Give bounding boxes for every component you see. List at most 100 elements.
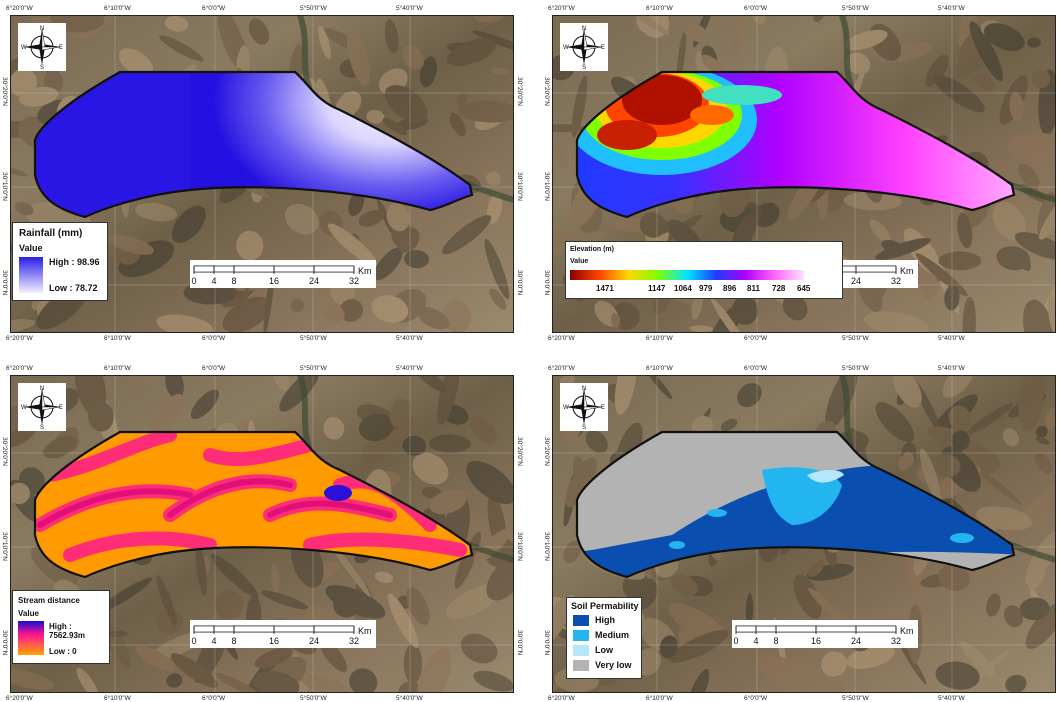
legend-value-label: Value <box>19 243 43 253</box>
longitude-label: 6°0'0"W <box>202 5 226 12</box>
scale-unit-label: Km <box>358 266 372 276</box>
compass-e-label: E <box>601 45 605 51</box>
longitude-label: 5°40'0"W <box>938 5 965 12</box>
compass-e-label: E <box>601 405 605 411</box>
latitude-label: 30°10'0"N <box>543 532 550 561</box>
study-area-boundary <box>33 70 474 219</box>
longitude-label: 5°40'0"W <box>396 695 423 702</box>
longitude-label: 5°40'0"W <box>938 695 965 702</box>
scale-tick-label: 24 <box>309 276 319 286</box>
compass-rose-icon: N S E W <box>21 386 63 431</box>
compass-s-label: S <box>582 65 586 71</box>
latitude-label: 30°10'0"N <box>516 532 523 561</box>
legend-high-label: High : 7562.93m <box>49 622 86 640</box>
soil-class-label: Very low <box>595 660 632 670</box>
scale-tick-label: 32 <box>349 276 359 286</box>
compass-w-label: W <box>21 45 27 51</box>
latitude-label: 30°0'0"N <box>1 630 8 656</box>
scale-tick-label: 8 <box>231 636 236 646</box>
longitude-label: 6°20'0"W <box>548 365 575 372</box>
latitude-label: 30°0'0"N <box>543 270 550 296</box>
stream-color-ramp <box>18 621 44 655</box>
scale-tick-label: 8 <box>773 636 778 646</box>
latitude-label: 30°10'0"N <box>516 172 523 201</box>
compass-w-label: W <box>21 405 27 411</box>
legend-title: Rainfall (mm) <box>19 228 83 239</box>
latitude-label: 30°0'0"N <box>516 630 523 656</box>
soil-class-swatch <box>573 660 589 671</box>
scale-tick-label: 16 <box>269 636 279 646</box>
latitude-label: 30°20'0"N <box>1 77 8 106</box>
longitude-label: 6°20'0"W <box>6 365 33 372</box>
scale-unit-label: Km <box>900 626 914 636</box>
legend-title: Stream distance <box>18 596 80 605</box>
legend-title: Elevation (m) <box>570 246 614 253</box>
longitude-label: 5°50'0"W <box>300 365 327 372</box>
elevation-tick-label: 1147 <box>648 284 666 293</box>
scale-tick-label: 16 <box>269 276 279 286</box>
latitude-label: 30°10'0"N <box>1 532 8 561</box>
compass-rose-icon: N S E W <box>21 26 63 71</box>
elevation-color-ramp <box>570 270 804 280</box>
study-area-boundary <box>575 70 1016 219</box>
compass-s-label: S <box>40 65 44 71</box>
scale-tick-label: 32 <box>349 636 359 646</box>
compass-w-label: W <box>563 405 569 411</box>
scale-tick-label: 4 <box>211 276 216 286</box>
longitude-label: 6°20'0"W <box>548 695 575 702</box>
soil-class-swatch <box>573 630 589 641</box>
latitude-label: 30°0'0"N <box>516 270 523 296</box>
longitude-label: 6°0'0"W <box>744 335 768 342</box>
legend-low-label: Low : 78.72 <box>49 283 98 293</box>
latitude-label: 30°0'0"N <box>1 270 8 296</box>
legend-title: Soil Permability <box>571 601 639 611</box>
scale-tick-label: 24 <box>851 276 861 286</box>
scale-tick-label: 16 <box>811 636 821 646</box>
scale-tick-label: 32 <box>891 636 901 646</box>
soil-permeability-legend: Soil Permability High Medium Low Very low <box>566 597 642 679</box>
longitude-label: 5°50'0"W <box>842 335 869 342</box>
longitude-label: 6°20'0"W <box>6 695 33 702</box>
longitude-label: 6°20'0"W <box>6 5 33 12</box>
longitude-label: 5°50'0"W <box>300 5 327 12</box>
soil-class-label: Low <box>595 645 613 655</box>
longitude-label: 6°10'0"W <box>104 695 131 702</box>
legend-low-label: Low : 0 <box>49 647 77 656</box>
longitude-label: 6°10'0"W <box>646 5 673 12</box>
rainfall-color-ramp <box>19 257 43 293</box>
soil-class-swatch <box>573 645 589 656</box>
longitude-label: 6°10'0"W <box>646 695 673 702</box>
elevation-legend: Elevation (m) Value 1471 1147 1064 979 896 81… <box>565 241 843 299</box>
legend-high-label: High : 98.96 <box>49 257 100 267</box>
latitude-label: 30°20'0"N <box>1 437 8 466</box>
scale-tick-label: 4 <box>753 636 758 646</box>
elevation-tick-label: 645 <box>797 284 811 293</box>
rainfall-legend: Rainfall (mm) Value High : 98.96 Low : 7… <box>12 222 108 301</box>
north-arrow-compass: N S E W <box>18 383 66 431</box>
longitude-label: 6°10'0"W <box>646 335 673 342</box>
elevation-tick-label: 896 <box>723 284 737 293</box>
north-arrow-compass: N S E W <box>560 23 608 71</box>
stream-distance-legend: Stream distance Value High : 7562.93m Lo… <box>12 590 110 664</box>
scale-tick-label: 8 <box>231 276 236 286</box>
compass-n-label: N <box>40 386 44 392</box>
latitude-label: 30°0'0"N <box>543 630 550 656</box>
longitude-label: 6°0'0"W <box>202 365 226 372</box>
longitude-label: 6°20'0"W <box>548 5 575 12</box>
scale-unit-label: Km <box>358 626 372 636</box>
longitude-label: 6°20'0"W <box>6 335 33 342</box>
north-arrow-compass: N S E W <box>560 383 608 431</box>
longitude-label: 6°0'0"W <box>744 365 768 372</box>
compass-n-label: N <box>582 386 586 392</box>
longitude-label: 5°50'0"W <box>300 695 327 702</box>
scale-unit-label: Km <box>900 266 914 276</box>
scale-tick-label: 0 <box>191 276 196 286</box>
longitude-label: 6°20'0"W <box>548 335 575 342</box>
longitude-label: 5°50'0"W <box>300 335 327 342</box>
longitude-label: 6°0'0"W <box>744 5 768 12</box>
scale-tick-label: 0 <box>191 636 196 646</box>
latitude-label: 30°20'0"N <box>543 437 550 466</box>
legend-value-label: Value <box>18 609 39 618</box>
